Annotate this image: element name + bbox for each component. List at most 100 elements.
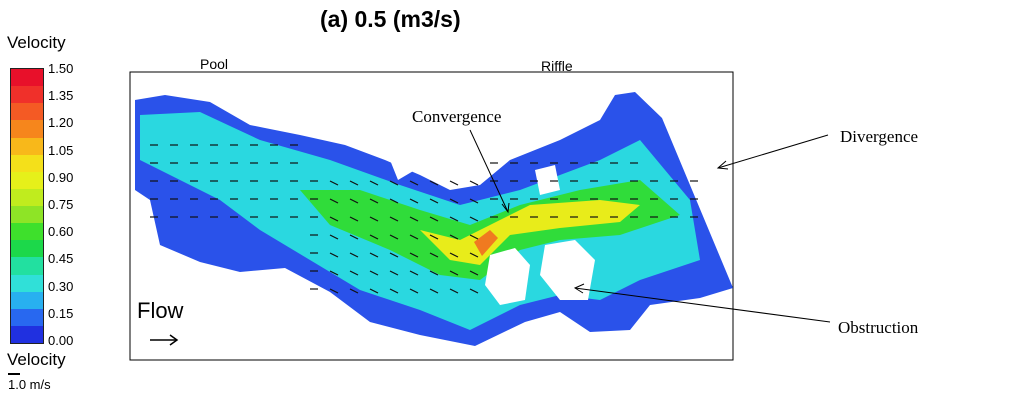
- obstruction-island-1: [485, 248, 530, 305]
- velocity-vector: [409, 270, 419, 276]
- velocity-vector: [469, 252, 479, 258]
- colorbar-band: [11, 223, 43, 241]
- velocity-vector: [429, 234, 439, 240]
- velocity-vector: [349, 270, 359, 276]
- obstruction-label: Obstruction: [838, 318, 919, 337]
- colorbar-band: [11, 291, 43, 309]
- river-orange: [474, 230, 498, 256]
- colorbar-tick: 0.30: [48, 278, 74, 294]
- velocity-vector: [369, 288, 379, 294]
- velocity-vector: [329, 198, 339, 204]
- convergence-label: Convergence: [412, 107, 502, 126]
- colorbar-tick: 1.05: [48, 142, 74, 158]
- colorbar-band: [11, 103, 43, 121]
- colorbar-tick: 0.60: [48, 224, 74, 240]
- velocity-vector: [469, 198, 479, 204]
- velocity-vector: [469, 180, 479, 186]
- velocity-vector: [449, 270, 459, 276]
- velocity-vector: [389, 216, 399, 222]
- colorbar-tick: 0.45: [48, 251, 74, 267]
- velocity-vector: [389, 198, 399, 204]
- velocity-vector: [409, 234, 419, 240]
- velocity-vector: [329, 216, 339, 222]
- velocity-vector: [329, 270, 339, 276]
- velocity-vector: [429, 198, 439, 204]
- velocity-vector: [329, 180, 339, 186]
- velocity-vector: [449, 252, 459, 258]
- divergence-label: Divergence: [840, 127, 919, 146]
- colorbar-band: [11, 325, 43, 343]
- velocity-vector: [449, 198, 459, 204]
- obstruction-pointer: [574, 287, 831, 323]
- figure-title: (a) 0.5 (m3/s): [320, 6, 461, 32]
- velocity-vector: [449, 180, 459, 186]
- colorbar-band: [11, 308, 43, 326]
- flow-label: Flow: [137, 298, 184, 323]
- colorbar-tick: 1.35: [48, 88, 74, 104]
- velocity-vector: [329, 288, 339, 294]
- velocity-vector: [349, 252, 359, 258]
- velocity-vector: [349, 180, 359, 186]
- pool-label: Pool: [200, 56, 229, 72]
- colorbar: [10, 68, 44, 344]
- colorbar-band: [11, 69, 43, 87]
- velocity-vector: [389, 234, 399, 240]
- velocity-vector: [449, 288, 459, 294]
- velocity-vector: [429, 216, 439, 222]
- colorbar-tick: 1.20: [48, 115, 74, 131]
- colorbar-tick: 0.15: [48, 305, 74, 321]
- velocity-vector: [349, 198, 359, 204]
- colorbar-tick: 0.00: [48, 333, 74, 348]
- velocity-vector: [389, 288, 399, 294]
- colorbar-band: [11, 120, 43, 138]
- velocity-vector: [429, 180, 439, 186]
- velocity-vector: [369, 198, 379, 204]
- riffle-label: Riffle: [541, 58, 573, 74]
- velocity-vector: [409, 198, 419, 204]
- velocity-vector: [469, 288, 479, 294]
- velocity-vector: [469, 270, 479, 276]
- colorbar-label: Velocity: [7, 33, 66, 52]
- velocity-vector: [389, 270, 399, 276]
- velocity-vector: [389, 180, 399, 186]
- island-top: [390, 152, 560, 195]
- colorbar-band: [11, 206, 43, 224]
- colorbar-band: [11, 154, 43, 172]
- velocity-vector: [349, 234, 359, 240]
- scale-vector: [8, 373, 20, 375]
- velocity-vector: [469, 234, 479, 240]
- convergence-pointer: [469, 129, 509, 213]
- velocity-vector: [429, 288, 439, 294]
- velocity-vector: [449, 216, 459, 222]
- river-yellow: [420, 200, 640, 265]
- colorbar-tick: 0.90: [48, 169, 74, 185]
- velocity-vector: [369, 216, 379, 222]
- velocity-vector: [369, 252, 379, 258]
- velocity-vector: [429, 252, 439, 258]
- velocity-vector: [349, 288, 359, 294]
- colorbar-tick: 0.75: [48, 197, 74, 212]
- colorbar-band: [11, 188, 43, 206]
- velocity-vector: [409, 252, 419, 258]
- velocity-vector: [469, 216, 479, 222]
- colorbar-band: [11, 137, 43, 155]
- colorbar-band: [11, 171, 43, 189]
- velocity-vector: [369, 234, 379, 240]
- velocity-vector: [349, 216, 359, 222]
- colorbar-tick: 1.50: [48, 61, 74, 76]
- colorbar-band: [11, 257, 43, 275]
- velocity-vector: [429, 270, 439, 276]
- velocity-vector: [329, 252, 339, 258]
- colorbar-band: [11, 86, 43, 104]
- scale-value: 1.0 m/s: [8, 377, 51, 392]
- velocity-vector: [409, 288, 419, 294]
- velocity-vector: [409, 216, 419, 222]
- colorbar-band: [11, 274, 43, 292]
- velocity-vector: [409, 180, 419, 186]
- velocity-vector: [329, 234, 339, 240]
- divergence-pointer: [717, 134, 829, 169]
- velocity-vector: [369, 270, 379, 276]
- velocity-vector: [389, 252, 399, 258]
- velocity-vector: [449, 234, 459, 240]
